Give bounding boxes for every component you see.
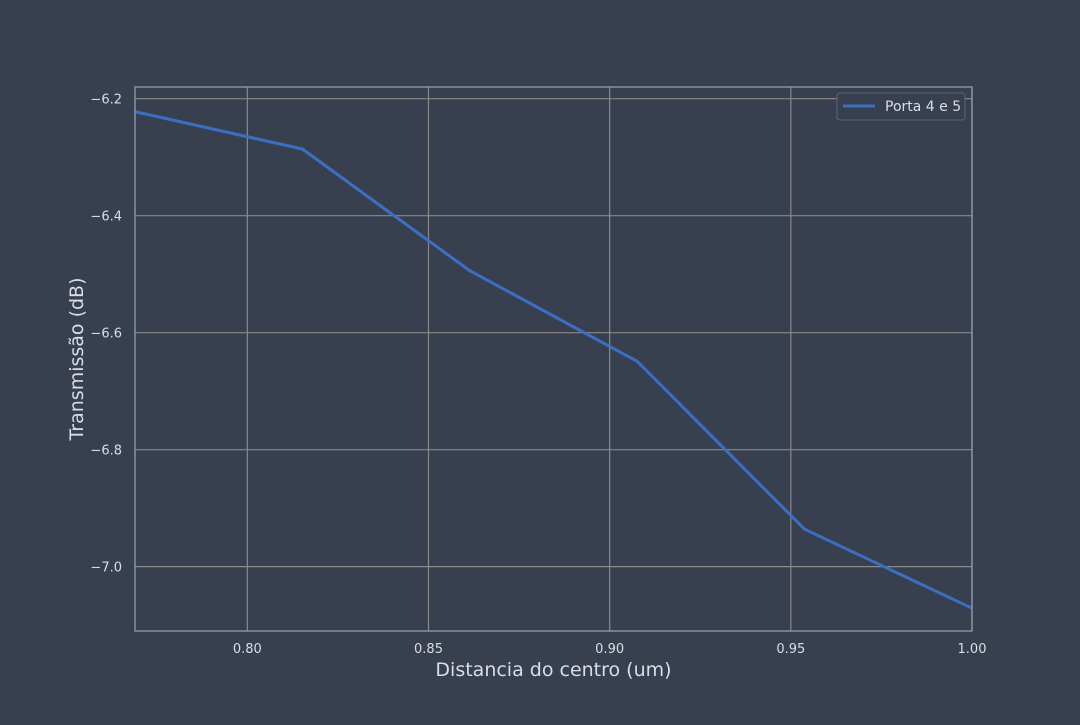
y-axis-label: Transmissão (dB) bbox=[66, 277, 88, 441]
x-tick-label: 0.80 bbox=[233, 642, 262, 657]
legend: Porta 4 e 5 bbox=[836, 92, 966, 121]
plot-area bbox=[135, 87, 972, 631]
x-axis-label: Distancia do centro (um) bbox=[435, 659, 671, 681]
y-tick-label: −6.8 bbox=[90, 444, 122, 459]
x-axis-ticks: 0.80 0.85 0.90 0.95 1.00 bbox=[233, 642, 987, 657]
legend-box bbox=[836, 92, 966, 121]
axes-frame bbox=[134, 86, 973, 632]
x-tick-label: 1.00 bbox=[958, 642, 987, 657]
legend-label-porta-4-e-5: Porta 4 e 5 bbox=[885, 99, 961, 115]
y-tick-label: −6.4 bbox=[90, 210, 122, 225]
y-tick-label: −6.6 bbox=[90, 327, 122, 342]
series-line-porta-4-e-5 bbox=[134, 110, 973, 610]
series-layer bbox=[134, 110, 973, 610]
y-axis-ticks: −6.2 −6.4 −6.6 −6.8 −7.0 bbox=[90, 93, 122, 576]
y-tick-label: −6.2 bbox=[90, 93, 122, 108]
x-tick-label: 0.95 bbox=[776, 642, 805, 657]
x-tick-label: 0.90 bbox=[595, 642, 624, 657]
x-tick-label: 0.85 bbox=[414, 642, 443, 657]
y-tick-label: −7.0 bbox=[90, 561, 122, 576]
